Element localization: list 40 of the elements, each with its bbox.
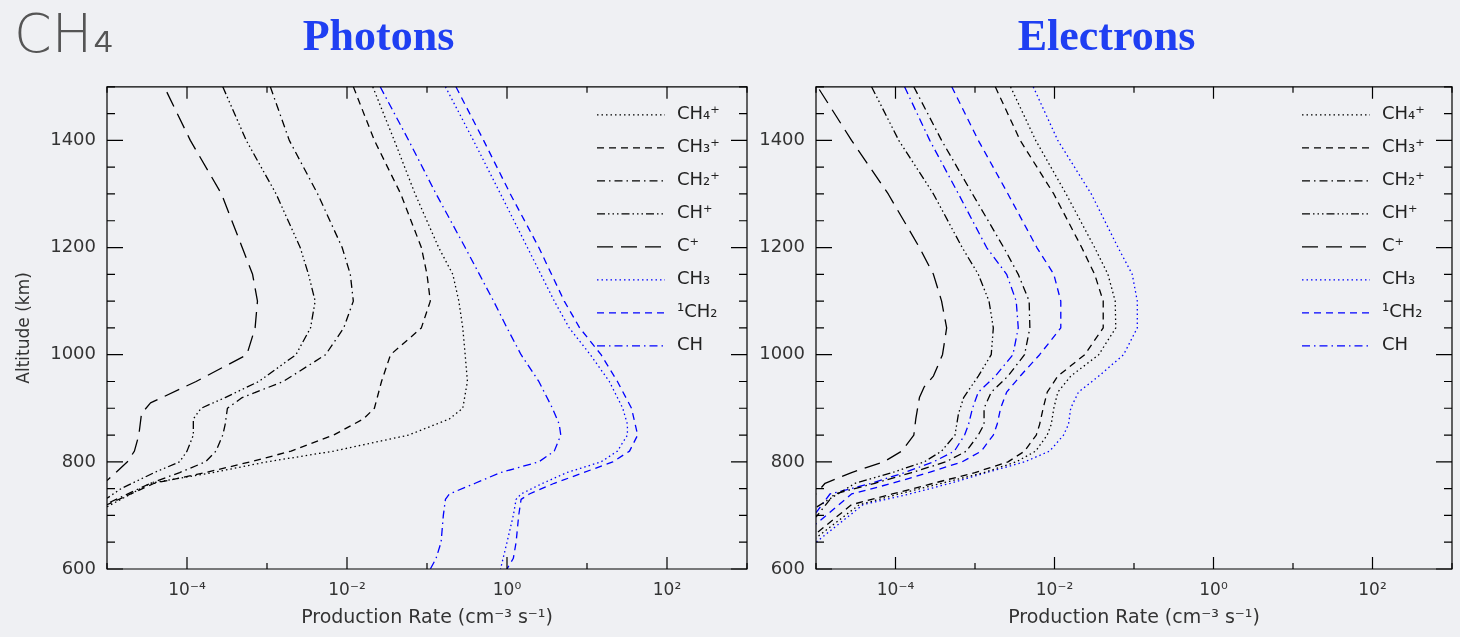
x-tick-label: 10² <box>652 578 682 599</box>
y-tick-label: 1000 <box>759 342 805 364</box>
y-tick-label: 600 <box>61 556 96 578</box>
y-tick-label: 800 <box>770 449 805 471</box>
legend-label: CH₃ <box>677 267 711 289</box>
y-tick-label: 600 <box>770 556 805 578</box>
x-tick-label: 10⁻² <box>1035 578 1074 599</box>
x-tick-label: 10⁰ <box>1199 578 1228 599</box>
legend-label: CH₃⁺ <box>1382 135 1425 157</box>
legend-label: CH <box>1382 333 1409 355</box>
legend-label: CH <box>677 333 704 355</box>
legend-label: CH₃⁺ <box>677 135 720 157</box>
legend-label: CH₄⁺ <box>1382 102 1425 124</box>
legend-label: C⁺ <box>677 234 700 256</box>
y-axis-title: Altitude (km) <box>12 272 33 384</box>
y-tick-label: 1400 <box>759 128 805 150</box>
legend-label: CH₂⁺ <box>1382 168 1425 190</box>
x-tick-label: 10⁻⁴ <box>168 578 206 599</box>
chart-title: Photons <box>302 10 455 60</box>
legend-label: CH₂⁺ <box>677 168 720 190</box>
y-tick-label: 800 <box>61 449 96 471</box>
x-tick-label: 10⁰ <box>492 578 522 599</box>
y-tick-label: 1000 <box>50 342 96 364</box>
text: CH₄ <box>14 2 114 65</box>
legend-label: ¹CH₂ <box>677 300 718 322</box>
legend-label: CH₃ <box>1382 267 1416 289</box>
x-tick-label: 10⁻⁴ <box>876 578 915 599</box>
x-axis-title: Production Rate (cm⁻³ s⁻¹) <box>1008 604 1260 627</box>
x-tick-label: 10² <box>1358 578 1387 599</box>
legend-label: CH⁺ <box>677 201 713 223</box>
chart-title: Electrons <box>1017 10 1196 60</box>
legend-label: CH⁺ <box>1382 201 1418 223</box>
legend-label: CH₄⁺ <box>677 102 720 124</box>
y-tick-label: 1200 <box>50 235 96 257</box>
y-tick-label: 1200 <box>759 235 805 257</box>
y-tick-label: 1400 <box>50 128 96 150</box>
legend-label: ¹CH₂ <box>1382 300 1423 322</box>
x-tick-label: 10⁻² <box>328 578 366 599</box>
x-axis-title: Production Rate (cm⁻³ s⁻¹) <box>301 604 553 627</box>
legend-label: C⁺ <box>1382 234 1405 256</box>
